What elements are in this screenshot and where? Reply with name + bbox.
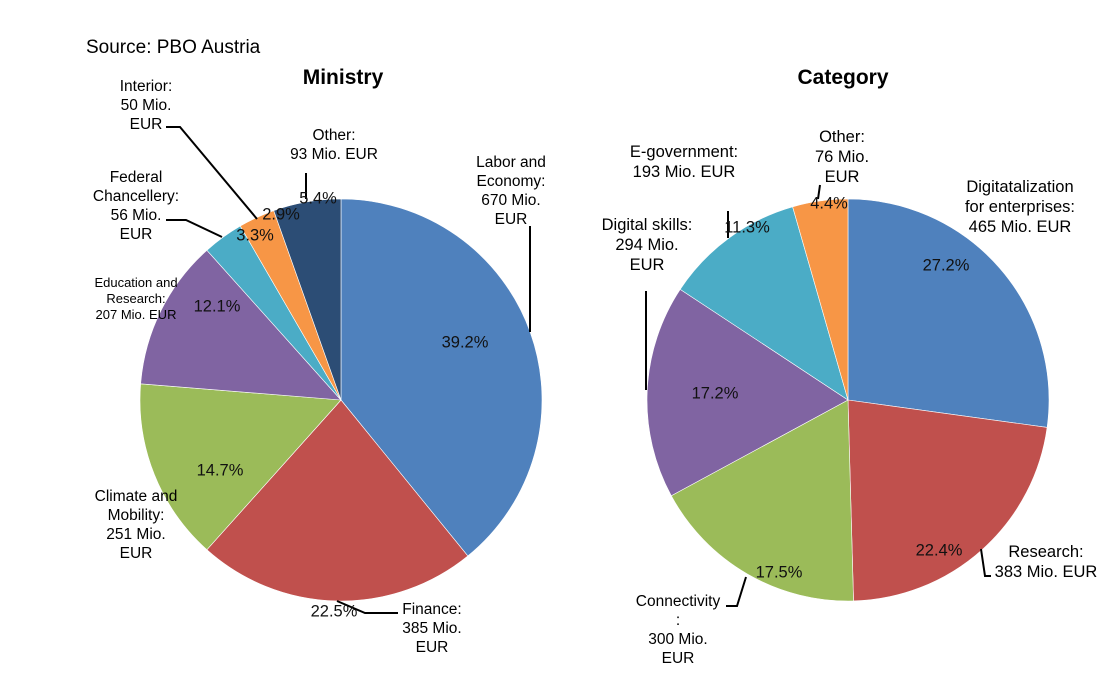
label-digital-skills: Digital skills: 294 Mio. EUR <box>601 216 693 274</box>
source-note: Source: PBO Austria <box>86 37 261 58</box>
label-climate-and-mobility: Climate and Mobility: 251 Mio. EUR <box>94 488 178 562</box>
pie-slice-climate-and-mobility <box>139 383 342 551</box>
percent-label: 14.7% <box>197 461 244 479</box>
leader-finance <box>336 600 398 614</box>
percent-label: 11.3% <box>724 218 770 236</box>
label-finance: Finance: 385 Mio. EUR <box>402 601 462 656</box>
pie-slice-education-and-research <box>140 249 342 401</box>
percent-label: 17.5% <box>756 563 803 581</box>
label-other-ministry: Other: 93 Mio. EUR <box>290 127 378 163</box>
percent-label: 2.9% <box>262 205 300 223</box>
category-chart-title: Category <box>797 66 889 89</box>
pie-slice-other <box>792 198 849 401</box>
percent-label: 17.2% <box>692 384 739 402</box>
label-digitalization-for-enterprises: Digitatalization for enterprises: 465 Mi… <box>964 178 1076 236</box>
leader-lines <box>166 126 991 614</box>
pie-slice-digital-skills <box>646 288 849 497</box>
percent-label: 4.4% <box>810 194 848 212</box>
category-percent-labels: 27.2% 22.4% 17.5% 17.2% 11.3% 4.4% <box>692 194 970 581</box>
percent-label: 22.4% <box>916 541 963 559</box>
label-education-and-research: Education and Research: 207 Mio. EUR <box>94 275 178 322</box>
ministry-percent-labels: 39.2% 22.5% 14.7% 12.1% 3.3% 2.9%5.4% <box>194 189 489 620</box>
pie-slice-finance <box>206 399 469 602</box>
pie-slice-e-government <box>679 206 849 401</box>
label-other-category: Other: 76 Mio. EUR <box>814 128 870 186</box>
ministry-pie <box>139 198 543 602</box>
ministry-chart-title: Ministry <box>302 66 384 89</box>
percent-label: 12.1% <box>194 297 241 315</box>
leader-research <box>980 548 991 577</box>
label-federal-chancellery: Federal Chancellery: 56 Mio. EUR <box>92 169 180 243</box>
percent-label: 5.4% <box>299 189 337 207</box>
leader-federal <box>166 219 223 238</box>
leader-other-category <box>817 184 821 200</box>
pie-slice-connectivity <box>670 399 854 602</box>
label-e-government: E-government: 193 Mio. EUR <box>629 143 739 181</box>
percent-label: 27.2% <box>923 256 970 274</box>
label-labor-and-economy: Labor and Economy: 670 Mio. EUR <box>476 154 546 228</box>
pie-slice-research <box>847 399 1048 602</box>
label-interior: Interior: 50 Mio. EUR <box>119 78 173 133</box>
leader-interior <box>166 126 258 220</box>
label-research: Research: 383 Mio. EUR <box>994 543 1098 581</box>
percent-label: 22.5% <box>311 602 358 620</box>
pie-slice-labor-and-economy <box>340 198 543 557</box>
percent-label: 39.2% <box>442 333 489 351</box>
pie-slice-digitatalization-for-enterprises <box>847 198 1050 428</box>
pie-slice-other <box>273 198 342 401</box>
leader-connectivity <box>726 576 747 607</box>
label-connectivity: Connectivity : 300 Mio. EUR <box>635 593 721 667</box>
percent-label: 3.3% <box>236 226 274 244</box>
category-pie <box>646 198 1050 602</box>
